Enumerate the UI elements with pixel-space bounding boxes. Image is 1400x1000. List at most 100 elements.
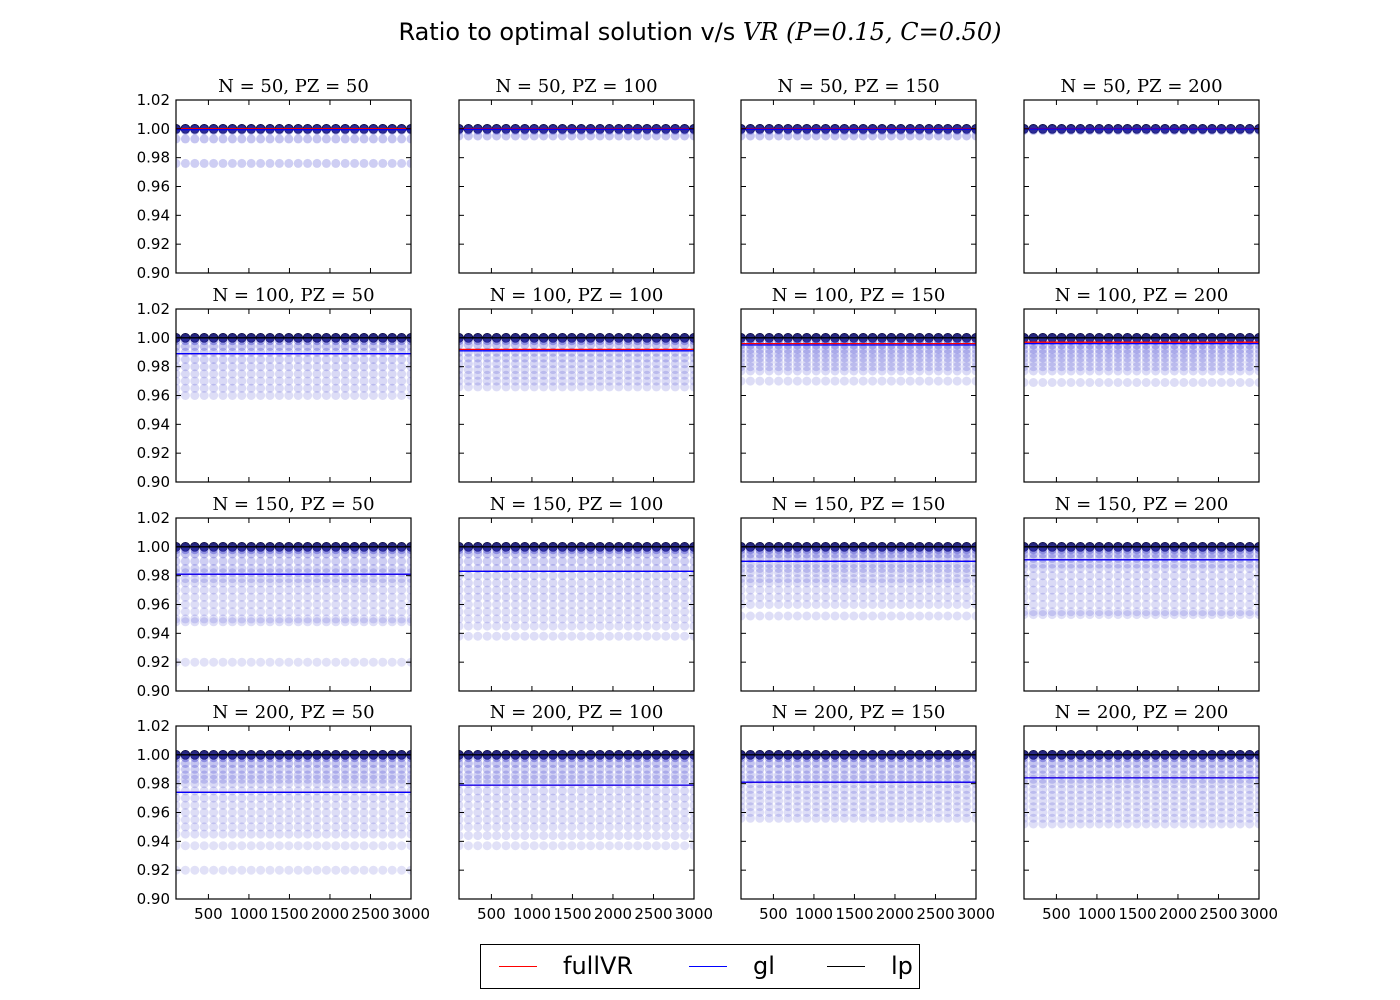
data-point bbox=[293, 564, 303, 573]
data-point bbox=[359, 383, 369, 393]
data-point bbox=[368, 759, 378, 768]
data-point bbox=[1085, 759, 1095, 768]
data-point bbox=[510, 370, 520, 380]
data-point bbox=[350, 362, 360, 372]
data-point bbox=[340, 362, 350, 372]
data-point bbox=[821, 125, 831, 135]
data-point bbox=[567, 125, 577, 135]
data-point bbox=[1028, 344, 1038, 354]
data-point bbox=[802, 600, 812, 609]
data-point bbox=[529, 592, 539, 602]
data-point bbox=[1151, 545, 1161, 555]
data-point bbox=[741, 770, 746, 780]
data-point bbox=[1057, 559, 1067, 569]
data-point bbox=[811, 549, 821, 559]
data-point bbox=[368, 347, 378, 357]
data-point bbox=[567, 549, 577, 559]
data-point bbox=[952, 549, 962, 559]
data-point bbox=[397, 564, 407, 573]
data-point bbox=[227, 574, 237, 584]
data-point bbox=[971, 125, 976, 135]
data-point bbox=[839, 568, 849, 578]
data-point bbox=[783, 344, 793, 354]
data-point bbox=[1188, 600, 1198, 609]
data-point bbox=[1245, 759, 1255, 768]
x-tick-label: 2500 bbox=[351, 905, 389, 923]
data-point bbox=[274, 383, 284, 393]
data-point bbox=[218, 786, 228, 796]
data-point bbox=[1057, 366, 1067, 376]
data-point bbox=[274, 841, 284, 851]
data-point bbox=[557, 822, 567, 832]
data-point bbox=[1094, 808, 1104, 817]
data-point bbox=[943, 349, 953, 359]
data-point bbox=[463, 822, 473, 832]
data-point bbox=[1169, 571, 1179, 581]
data-point bbox=[340, 774, 350, 784]
data-point bbox=[783, 353, 793, 363]
subplot-marks bbox=[176, 124, 411, 168]
data-point bbox=[792, 125, 802, 135]
data-point bbox=[1024, 549, 1029, 559]
data-point bbox=[586, 759, 596, 768]
data-point bbox=[1038, 759, 1048, 768]
data-point bbox=[227, 865, 237, 875]
data-point bbox=[463, 592, 473, 602]
data-point bbox=[293, 592, 303, 602]
data-point bbox=[604, 786, 614, 796]
data-point bbox=[1113, 796, 1123, 806]
data-point bbox=[463, 336, 473, 346]
data-point bbox=[180, 549, 190, 559]
data-point bbox=[680, 370, 690, 380]
data-point bbox=[284, 841, 294, 851]
data-point bbox=[350, 779, 360, 789]
data-point bbox=[924, 131, 934, 141]
data-point bbox=[821, 357, 831, 367]
data-point bbox=[886, 600, 896, 609]
data-point bbox=[595, 841, 605, 851]
data-point bbox=[886, 808, 896, 817]
data-point bbox=[792, 578, 802, 588]
data-point bbox=[868, 549, 878, 559]
data-point bbox=[482, 340, 492, 350]
data-point bbox=[1151, 808, 1161, 817]
data-point bbox=[227, 800, 237, 810]
data-point bbox=[406, 822, 411, 832]
data-point bbox=[176, 574, 181, 584]
y-tick-label: 0.90 bbox=[137, 473, 170, 491]
data-point bbox=[520, 759, 530, 768]
data-point bbox=[180, 808, 190, 817]
data-point bbox=[933, 349, 943, 359]
data-point bbox=[623, 786, 633, 796]
data-point bbox=[1198, 796, 1208, 806]
data-point bbox=[661, 770, 671, 780]
data-point bbox=[397, 822, 407, 832]
data-point bbox=[359, 759, 369, 768]
data-point bbox=[520, 336, 530, 346]
data-point bbox=[459, 774, 464, 784]
data-point bbox=[670, 800, 680, 810]
data-point bbox=[1085, 764, 1095, 774]
data-point bbox=[482, 592, 492, 602]
data-point bbox=[877, 585, 887, 595]
data-point bbox=[1066, 349, 1076, 359]
data-point bbox=[218, 549, 228, 559]
data-point bbox=[237, 134, 247, 144]
data-point bbox=[520, 556, 530, 566]
data-point bbox=[1169, 774, 1179, 784]
data-point bbox=[1160, 553, 1170, 563]
data-point bbox=[368, 614, 378, 624]
data-point bbox=[1198, 774, 1208, 784]
data-point bbox=[1151, 610, 1161, 620]
data-point bbox=[1113, 357, 1123, 367]
data-point bbox=[1188, 549, 1198, 559]
data-point bbox=[548, 353, 558, 363]
data-point bbox=[670, 759, 680, 768]
data-point bbox=[1132, 774, 1142, 784]
data-point bbox=[933, 585, 943, 595]
data-point bbox=[368, 568, 378, 578]
data-point bbox=[811, 568, 821, 578]
data-point bbox=[1047, 784, 1057, 794]
data-point bbox=[397, 614, 407, 624]
data-point bbox=[1254, 559, 1259, 569]
